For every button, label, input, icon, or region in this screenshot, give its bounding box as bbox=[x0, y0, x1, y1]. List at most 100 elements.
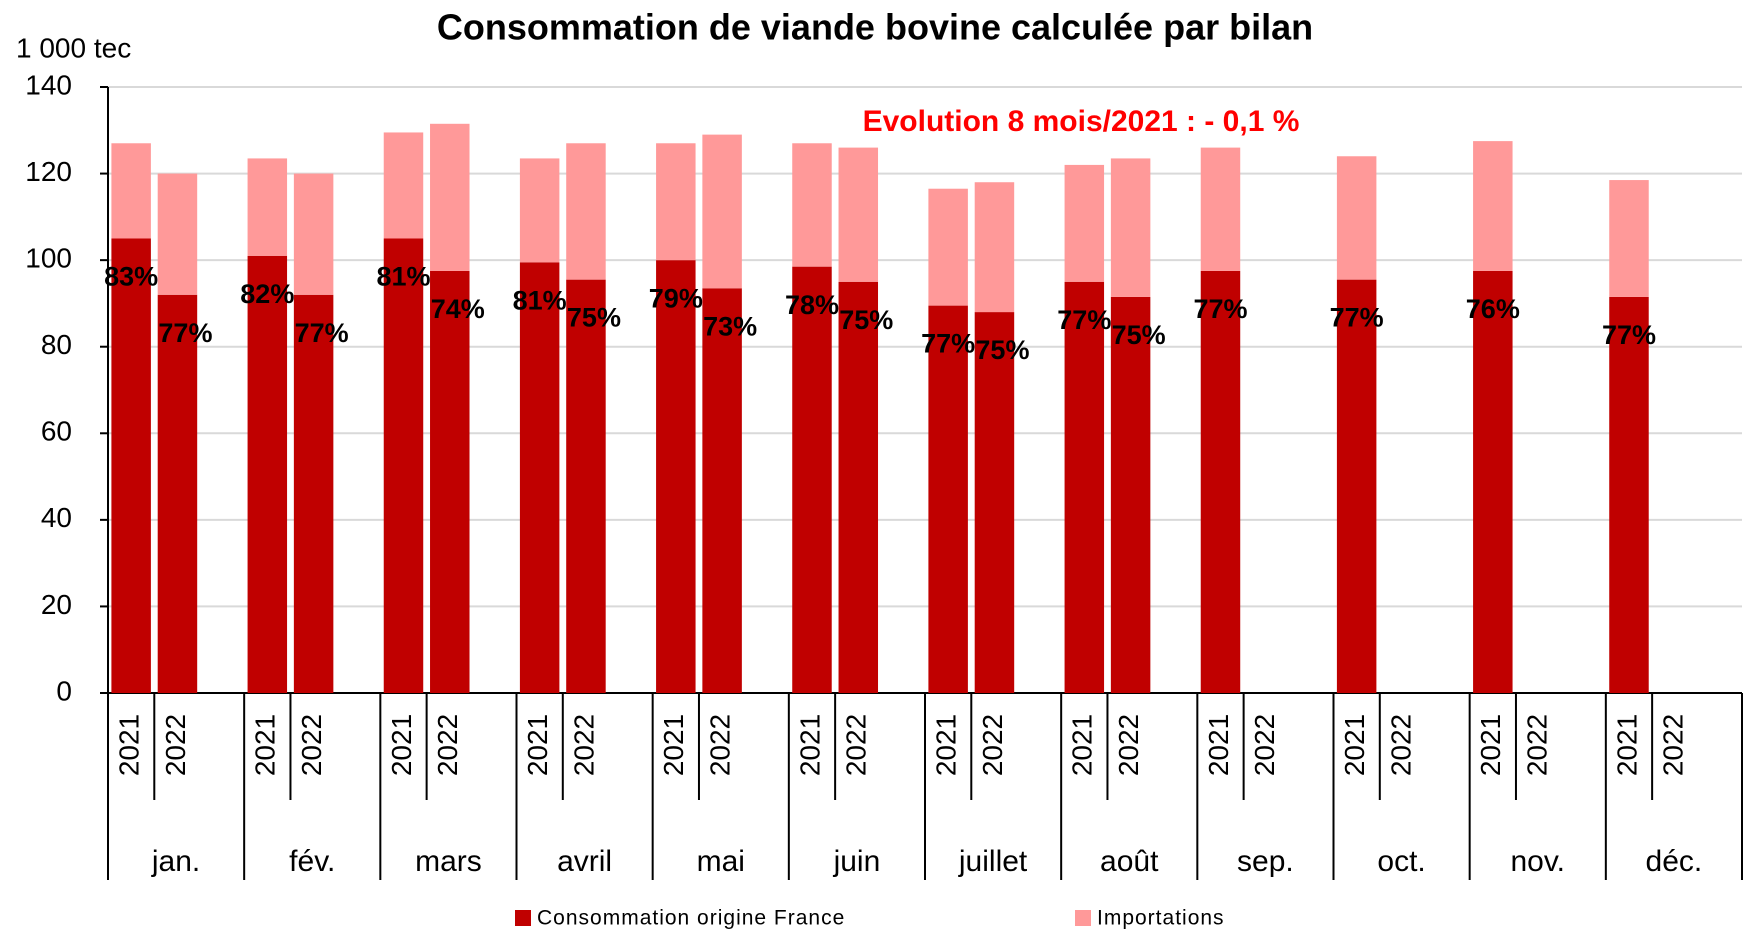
share-label: 75% bbox=[839, 305, 893, 335]
bar-segment bbox=[1609, 296, 1649, 693]
x-tick-label: 2022 bbox=[1249, 714, 1280, 776]
bar-segment bbox=[1200, 147, 1241, 271]
bar-segment bbox=[656, 260, 696, 693]
share-label: 77% bbox=[1330, 303, 1384, 333]
bar-segment bbox=[566, 143, 606, 280]
x-tick-label: 2022 bbox=[841, 714, 872, 776]
x-tick-label: 2021 bbox=[794, 714, 825, 776]
group-label: juillet bbox=[958, 845, 1028, 878]
x-tick-label: 2022 bbox=[705, 714, 736, 776]
bar-segment bbox=[928, 305, 968, 693]
share-label: 81% bbox=[376, 262, 430, 292]
x-tick-label: 2021 bbox=[250, 714, 281, 776]
share-label: 75% bbox=[1112, 320, 1166, 350]
y-tick-label: 120 bbox=[25, 156, 72, 187]
bar-segment bbox=[383, 238, 424, 693]
bar-segment bbox=[430, 123, 470, 271]
group-label: fév. bbox=[289, 845, 335, 878]
bar-segment bbox=[566, 279, 606, 693]
x-tick-label: 2021 bbox=[1067, 714, 1098, 776]
bar-segment bbox=[1200, 270, 1241, 693]
x-tick-label: 2021 bbox=[1611, 714, 1642, 776]
bar-segment bbox=[383, 132, 424, 239]
x-tick-label: 2021 bbox=[114, 714, 145, 776]
bar-segment bbox=[519, 158, 560, 263]
bar-segment bbox=[1336, 279, 1377, 693]
legend-label: Consommation origine France bbox=[537, 907, 845, 930]
bar-segment bbox=[792, 143, 832, 267]
bar-segment bbox=[974, 182, 1015, 313]
x-tick-label: 2021 bbox=[386, 714, 417, 776]
y-tick-label: 100 bbox=[25, 243, 72, 274]
share-label: 74% bbox=[431, 294, 485, 324]
share-label: 75% bbox=[567, 303, 621, 333]
x-tick-label: 2021 bbox=[1475, 714, 1506, 776]
group-label: sep. bbox=[1237, 845, 1294, 878]
bar-segment bbox=[702, 134, 742, 289]
x-tick-label: 2022 bbox=[160, 714, 191, 776]
bar-segment bbox=[838, 147, 879, 282]
x-tick-label: 2022 bbox=[1385, 714, 1416, 776]
bar-segment bbox=[928, 188, 968, 306]
legend-swatch bbox=[1075, 910, 1091, 926]
x-tick-label: 2022 bbox=[1113, 714, 1144, 776]
y-tick-label: 80 bbox=[41, 329, 72, 360]
share-label: 79% bbox=[649, 283, 703, 313]
y-tick-label: 60 bbox=[41, 416, 72, 447]
share-label: 77% bbox=[1193, 294, 1247, 324]
bar-segment bbox=[111, 238, 151, 693]
chart-title: Consommation de viande bovine calculée p… bbox=[437, 7, 1313, 48]
bar-segment bbox=[1473, 141, 1513, 271]
group-label: mars bbox=[415, 845, 482, 878]
bar-segment bbox=[1609, 180, 1649, 297]
bar-segment bbox=[247, 158, 288, 256]
share-label: 73% bbox=[703, 311, 757, 341]
x-tick-label: 2022 bbox=[568, 714, 599, 776]
y-tick-label: 140 bbox=[25, 69, 72, 100]
share-label: 77% bbox=[1057, 305, 1111, 335]
share-label: 82% bbox=[240, 279, 294, 309]
share-label: 76% bbox=[1466, 294, 1520, 324]
x-tick-label: 2022 bbox=[432, 714, 463, 776]
group-label: mai bbox=[697, 845, 745, 878]
x-tick-label: 2021 bbox=[1339, 714, 1370, 776]
y-axis-label: 1 000 tec bbox=[16, 32, 131, 63]
share-label: 77% bbox=[1602, 320, 1656, 350]
legend-label: Importations bbox=[1097, 907, 1225, 930]
share-label: 77% bbox=[295, 318, 349, 348]
bar-segment bbox=[702, 288, 742, 693]
bar-segment bbox=[519, 262, 560, 693]
bar-segment bbox=[1110, 296, 1151, 693]
x-tick-label: 2021 bbox=[658, 714, 689, 776]
bar-segment bbox=[838, 281, 879, 693]
group-label: déc. bbox=[1646, 845, 1703, 878]
bar-segment bbox=[974, 312, 1015, 693]
x-tick-label: 2022 bbox=[1522, 714, 1553, 776]
y-tick-label: 0 bbox=[56, 675, 72, 706]
x-tick-label: 2022 bbox=[296, 714, 327, 776]
share-label: 75% bbox=[975, 335, 1029, 365]
share-label: 83% bbox=[104, 262, 158, 292]
y-tick-label: 40 bbox=[41, 502, 72, 533]
group-label: juin bbox=[833, 845, 881, 878]
bar-segment bbox=[157, 173, 198, 295]
x-tick-label: 2022 bbox=[1658, 714, 1689, 776]
y-tick-label: 20 bbox=[41, 589, 72, 620]
group-label: nov. bbox=[1511, 845, 1565, 878]
bar-segment bbox=[1110, 158, 1151, 297]
bar-segment bbox=[792, 266, 832, 693]
group-label: avril bbox=[557, 845, 612, 878]
x-tick-label: 2021 bbox=[1203, 714, 1234, 776]
group-label: jan. bbox=[151, 845, 200, 878]
share-label: 77% bbox=[921, 329, 975, 359]
group-label: août bbox=[1100, 845, 1159, 878]
bar-segment bbox=[1336, 156, 1377, 280]
bar-segment bbox=[1473, 270, 1513, 693]
bar-segment bbox=[157, 294, 198, 693]
bar-segment bbox=[111, 143, 151, 239]
bar-segment bbox=[247, 255, 288, 694]
x-tick-label: 2022 bbox=[977, 714, 1008, 776]
bar-segment bbox=[293, 294, 334, 693]
bar-segment bbox=[1064, 164, 1105, 282]
